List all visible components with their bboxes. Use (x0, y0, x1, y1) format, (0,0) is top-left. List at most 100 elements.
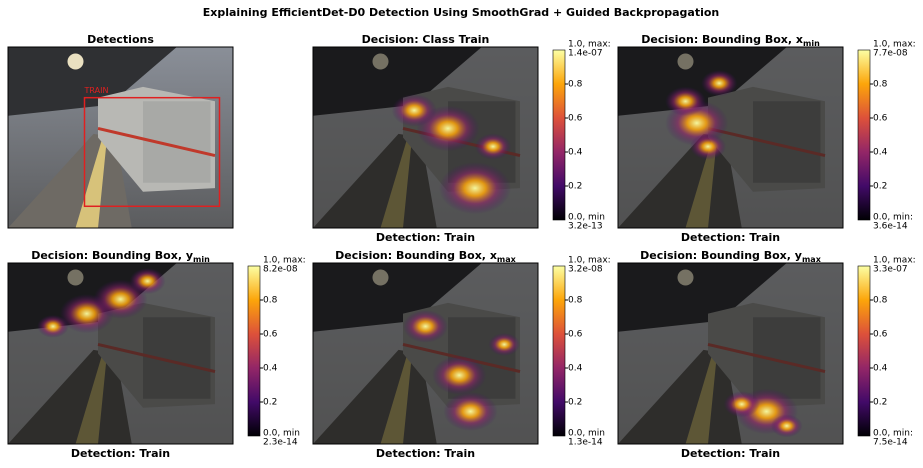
heat-blob (690, 133, 726, 160)
title-text: Decision: Class Train (362, 33, 490, 46)
colorbar-tick-label: 0.4 (568, 364, 583, 374)
colorbar-tick-label: 0.6 (263, 330, 278, 340)
colorbar-min-value: 1.3e-14 (568, 438, 603, 448)
heat-blob (443, 391, 498, 431)
panel-caption: Detection: Train (376, 447, 475, 460)
photo-stripe (685, 353, 717, 444)
colorbar-tick-label: 0.6 (568, 114, 583, 124)
title-text: Decision: Bounding Box, y (640, 249, 802, 262)
panel-caption: Detection: Train (71, 447, 170, 460)
panel-frame (7, 46, 234, 229)
heat-blob (37, 314, 69, 338)
colorbar-tick-label: 0.4 (873, 148, 888, 158)
title-text: Detections (87, 33, 154, 46)
heat-blob (475, 133, 511, 160)
panel-frame (312, 262, 539, 445)
colorbar (552, 265, 566, 437)
colorbar (857, 265, 871, 437)
title-subscript: max (497, 255, 517, 264)
colorbar-min-label: 0.0, min (263, 429, 300, 439)
panel-title: Decision: Bounding Box, ymin (31, 249, 210, 264)
panel-title: Detections (87, 33, 154, 46)
photo-lamp (67, 53, 84, 70)
photo-lamp (677, 53, 694, 70)
colorbar-max-label: 1.0, max: (568, 40, 611, 50)
panel-title: Decision: Class Train (362, 33, 490, 46)
heat-blob (665, 86, 706, 116)
photo-roof (8, 47, 177, 116)
photo-stripe (685, 137, 717, 228)
colorbar-min-label: 0.0, min: (873, 429, 913, 439)
panel-image (618, 263, 843, 444)
photo-train-stripe (707, 126, 826, 158)
colorbar-min-label: 0.0, min (568, 213, 605, 223)
colorbar-tick-label: 0.8 (873, 80, 888, 90)
heat-blob (723, 391, 760, 418)
colorbar-tick-label: 0.2 (873, 182, 887, 192)
panel: Decision: Bounding Box, ymin Detection: T… (7, 249, 306, 460)
photo-roof (313, 47, 482, 116)
panel-title: Decision: Bounding Box, xmax (335, 249, 516, 264)
photo-train-stripe (97, 342, 216, 374)
colorbar-tick-label: 0.8 (873, 296, 888, 306)
figure-title: Explaining EfficientDet-D0 Detection Usi… (203, 6, 720, 19)
panel-image (313, 263, 538, 444)
panel-image (313, 47, 538, 228)
panel-frame (312, 46, 539, 229)
photo-lamp (67, 269, 84, 286)
colorbar-tick-label: 0.8 (263, 296, 278, 306)
colorbar-max-label: 1.0, max: (263, 256, 306, 266)
photo-train-stripe (707, 342, 826, 374)
panel-title: Decision: Bounding Box, ymax (640, 249, 822, 264)
colorbar-max-label: 1.0, max: (568, 256, 611, 266)
colorbar-max-value: 3.3e-07 (873, 265, 908, 275)
colorbar-max-value: 3.2e-08 (568, 265, 603, 275)
colorbar-min-value: 3.2e-13 (568, 222, 603, 232)
colorbar-max-label: 1.0, max: (873, 256, 916, 266)
colorbar-max-value: 7.7e-08 (873, 49, 908, 59)
panel-image (8, 263, 233, 444)
colorbar-max-value: 8.2e-08 (263, 265, 298, 275)
detection-label: TRAIN (84, 86, 109, 95)
heat-blob (771, 414, 803, 438)
panel-caption: Detection: Train (681, 447, 780, 460)
heat-blob (488, 333, 520, 356)
colorbar-min-value: 3.6e-14 (873, 222, 908, 232)
colorbar-tick-label: 0.4 (263, 364, 278, 374)
colorbar (552, 49, 566, 221)
colorbar (857, 49, 871, 221)
colorbar-tick-label: 0.8 (568, 296, 583, 306)
colorbar-min-label: 0.0, min (568, 429, 605, 439)
panel-caption: Detection: Train (681, 231, 780, 244)
photo-stripe (380, 137, 412, 228)
colorbar-tick-label: 0.6 (568, 330, 583, 340)
colorbar-min-value: 2.3e-14 (263, 438, 298, 448)
colorbar-tick-label: 0.2 (568, 398, 582, 408)
colorbar-tick-label: 0.2 (568, 182, 582, 192)
colorbar-min-label: 0.0, min: (873, 213, 913, 223)
panel-frame (617, 46, 844, 229)
colorbar-tick-label: 0.8 (568, 80, 583, 90)
title-text: Decision: Bounding Box, x (335, 249, 497, 262)
colorbar-tick-label: 0.4 (568, 148, 583, 158)
colorbar-tick-label: 0.6 (873, 114, 888, 124)
photo-roof (618, 263, 787, 332)
heat-blob (439, 162, 511, 215)
heat-blob (701, 70, 738, 97)
title-subscript: min (803, 39, 820, 48)
colorbar-tick-label: 0.6 (873, 330, 888, 340)
title-text: Decision: Bounding Box, x (641, 33, 803, 46)
photo-train-stripe (97, 126, 216, 158)
photo-stripe (380, 353, 412, 444)
detection-box (83, 96, 221, 208)
photo-lamp (677, 269, 694, 286)
panel-image (618, 47, 843, 228)
colorbar-tick-label: 0.2 (263, 398, 277, 408)
colorbar-min-value: 7.5e-14 (873, 438, 908, 448)
photo-stripe (75, 353, 107, 444)
panel-title: Decision: Bounding Box, xmin (641, 33, 820, 48)
colorbar-tick-label: 0.4 (873, 364, 888, 374)
title-subscript: max (802, 255, 822, 264)
heat-blob (391, 94, 437, 127)
panel-frame (617, 262, 844, 445)
